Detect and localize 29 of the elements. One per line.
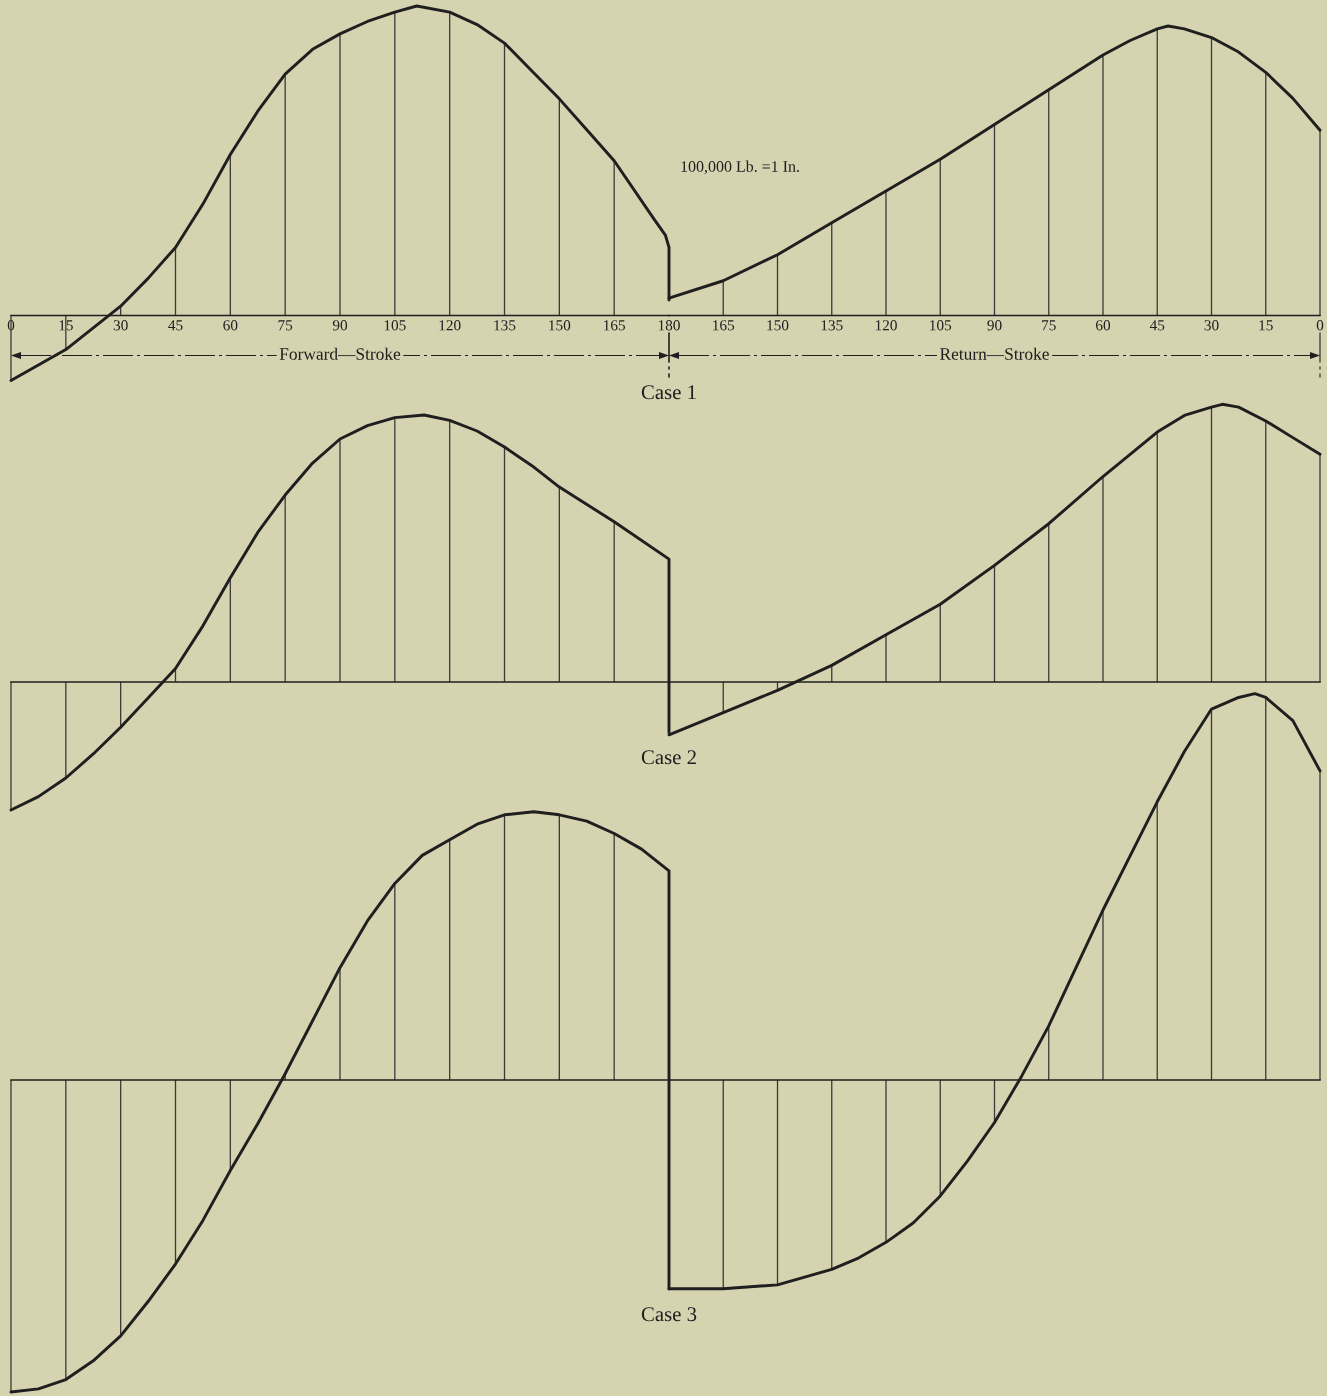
annotation: Forward—Stroke	[279, 347, 401, 360]
x-tick-label: 135	[821, 320, 843, 331]
text: Case 3	[641, 1307, 697, 1322]
text: Case 1	[641, 385, 696, 400]
x-tick-label: 15	[1259, 320, 1273, 331]
x-tick-label: 165	[604, 320, 626, 331]
x-tick-label: 75	[1042, 320, 1056, 331]
x-tick-label: 90	[332, 320, 348, 331]
x-tick-label: 150	[767, 320, 789, 331]
annotation: 100,000 Lb. =1 In.	[681, 160, 799, 175]
x-tick-label: 150	[549, 320, 571, 331]
text: Return—Stroke	[940, 347, 1049, 360]
x-tick-label: 30	[113, 320, 128, 331]
x-tick-label: 105	[930, 320, 952, 331]
x-tick-label: 135	[494, 320, 516, 331]
text: Case 2	[641, 750, 696, 765]
x-tick-label: 90	[987, 320, 1002, 331]
x-tick-label: 45	[1149, 320, 1165, 331]
x-tick-label: 180	[658, 320, 680, 331]
x-tick-label: 165	[713, 320, 735, 331]
x-tick-label: 60	[223, 320, 238, 331]
x-tick-label: 45	[168, 320, 183, 331]
x-tick-label: 105	[384, 320, 406, 331]
x-tick-label: 60	[1096, 320, 1111, 331]
x-tick-label: 75	[278, 320, 293, 331]
x-tick-label: 120	[875, 320, 897, 331]
x-tick-label: 0	[1316, 320, 1324, 331]
x-tick-label: 30	[1204, 320, 1219, 331]
x-tick-label: 120	[439, 320, 461, 331]
